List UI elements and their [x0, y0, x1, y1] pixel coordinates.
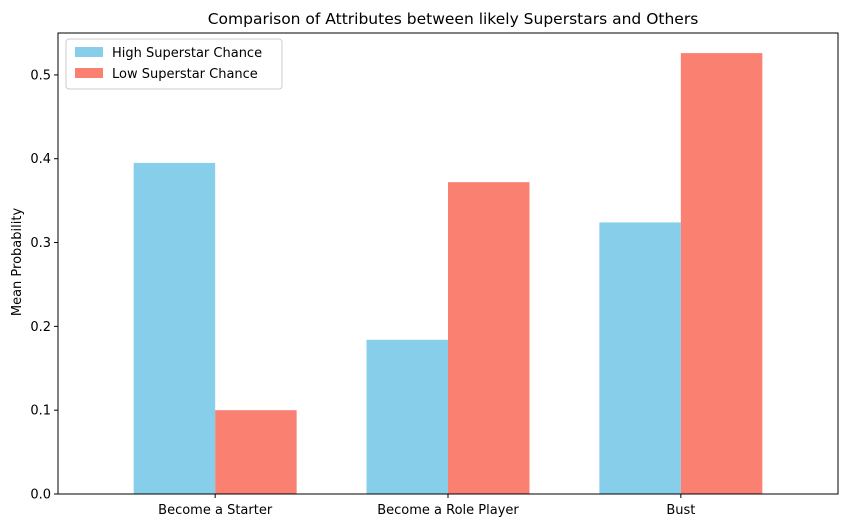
legend-swatch-high [75, 47, 103, 57]
y-tick-label: 0.5 [30, 68, 51, 83]
y-tick-label: 0.3 [30, 236, 51, 251]
bar-low-0 [215, 410, 297, 494]
y-axis-label: Mean Probability [10, 208, 25, 317]
y-tick-label: 0.1 [30, 404, 51, 419]
x-axis: Become a Starter Become a Role Player Bust [158, 494, 695, 518]
y-tick-label: 0.0 [30, 488, 51, 503]
legend-label-low: Low Superstar Chance [112, 67, 258, 82]
y-tick-label: 0.4 [30, 152, 51, 167]
bar-high-0 [133, 162, 216, 494]
y-axis: 0.0 0.1 0.2 0.3 0.4 0.5 [30, 68, 58, 503]
chart-title: Comparison of Attributes between likely … [208, 10, 699, 28]
bar-high-2 [599, 222, 681, 495]
legend-label-high: High Superstar Chance [112, 46, 262, 61]
x-tick-label: Become a Starter [158, 503, 273, 518]
bar-low-2 [680, 53, 763, 494]
plot-frame [57, 32, 839, 495]
x-tick-label: Bust [666, 503, 695, 518]
bar-high-1 [366, 339, 448, 494]
y-tick-label: 0.2 [30, 320, 51, 335]
legend: High Superstar Chance Low Superstar Chanc… [65, 38, 283, 90]
legend-box [65, 38, 283, 90]
legend-swatch-low [75, 68, 103, 78]
x-tick-label: Become a Role Player [377, 503, 519, 518]
bars-layer [133, 53, 763, 495]
bar-low-1 [448, 182, 530, 495]
